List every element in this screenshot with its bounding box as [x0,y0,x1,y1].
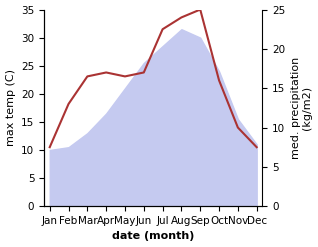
Y-axis label: med. precipitation
(kg/m2): med. precipitation (kg/m2) [291,57,313,159]
Y-axis label: max temp (C): max temp (C) [5,69,16,146]
X-axis label: date (month): date (month) [112,231,194,242]
